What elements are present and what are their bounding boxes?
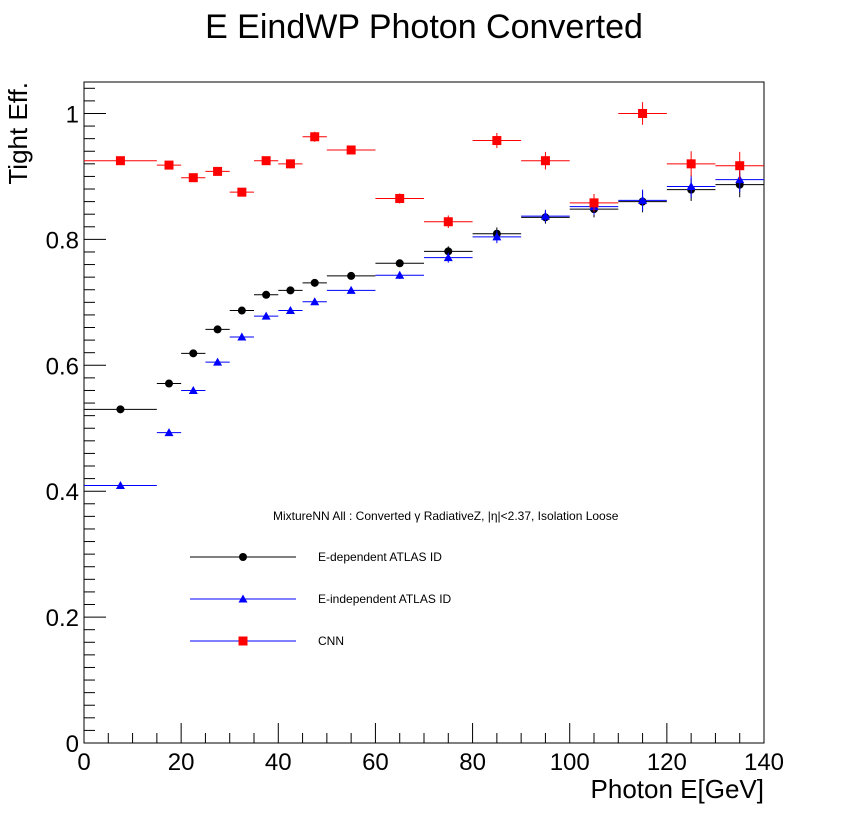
data-marks (84, 102, 764, 490)
data-point (540, 211, 550, 220)
y-axis-label: Tight Eff. (3, 82, 33, 185)
data-point (492, 136, 502, 146)
data-point (395, 193, 405, 203)
y-tick-label: 1 (66, 101, 79, 128)
y-tick-label: 0.8 (46, 227, 79, 254)
x-tick-label: 100 (550, 749, 590, 776)
data-point (164, 160, 174, 170)
data-point (115, 481, 125, 490)
data-point (310, 132, 320, 142)
data-point (310, 278, 319, 287)
legend-label: E-dependent ATLAS ID (318, 550, 442, 564)
y-tick-label: 0.4 (46, 479, 79, 506)
legend: MixtureNN All : Converted γ RadiativeZ, … (190, 509, 619, 648)
data-point (237, 187, 247, 197)
data-point (237, 306, 246, 315)
legend-marker (239, 553, 247, 561)
data-point (589, 198, 599, 208)
data-point (638, 108, 648, 118)
legend-entry: CNN (190, 634, 344, 648)
data-point (346, 145, 356, 155)
data-point (164, 428, 174, 437)
data-point (395, 270, 405, 279)
plot-frame (83, 81, 765, 744)
legend-marker (238, 594, 248, 603)
x-tick-label: 0 (77, 749, 90, 776)
data-point (261, 156, 271, 166)
data-point (213, 166, 223, 176)
data-point (492, 232, 502, 241)
legend-label: E-independent ATLAS ID (318, 592, 452, 606)
x-tick-label: 140 (744, 749, 784, 776)
x-tick-label: 20 (168, 749, 195, 776)
legend-entry: E-independent ATLAS ID (190, 592, 452, 606)
y-tick-label: 0 (66, 731, 79, 758)
legend-marker (238, 636, 248, 646)
data-point (189, 349, 198, 358)
y-tick-label: 0.2 (46, 605, 79, 632)
data-point (686, 159, 696, 169)
data-point (213, 325, 222, 334)
x-tick-label: 80 (459, 749, 486, 776)
x-tick-label: 40 (265, 749, 292, 776)
y-tick-label: 0.6 (46, 353, 79, 380)
series-e-dependent-atlas-id (84, 172, 764, 414)
data-point (286, 286, 295, 295)
x-tick-label: 120 (647, 749, 687, 776)
data-point (262, 290, 271, 299)
data-point (443, 217, 453, 227)
data-point (165, 379, 173, 388)
data-point (443, 253, 453, 262)
x-axis-label: Photon E[GeV] (591, 774, 764, 804)
data-point (638, 195, 648, 204)
data-point (213, 357, 223, 366)
data-point (115, 156, 125, 166)
data-point (116, 405, 125, 414)
x-tick-label: 60 (362, 749, 389, 776)
data-point (188, 173, 198, 183)
data-point (686, 182, 696, 191)
legend-header: MixtureNN All : Converted γ RadiativeZ, … (273, 509, 619, 523)
series-e-independent-atlas-id (84, 166, 764, 490)
data-point (310, 297, 320, 306)
data-point (444, 247, 453, 256)
data-point (285, 306, 295, 315)
data-point (285, 159, 295, 169)
data-point (347, 271, 356, 280)
data-point (188, 385, 198, 394)
data-point (261, 311, 271, 320)
data-point (346, 285, 356, 294)
series-cnn (84, 102, 764, 229)
axes: 0 20 40 60 80 100 120 140 0 0.2 0.4 0.6 0.8 1 (46, 87, 784, 776)
data-point (395, 259, 404, 268)
chart-title: E EindWP Photon Converted (205, 8, 643, 46)
data-point (540, 156, 550, 166)
legend-label: CNN (318, 634, 344, 648)
data-point (237, 332, 247, 341)
legend-entry: E-dependent ATLAS ID (190, 550, 442, 564)
data-point (735, 161, 745, 171)
